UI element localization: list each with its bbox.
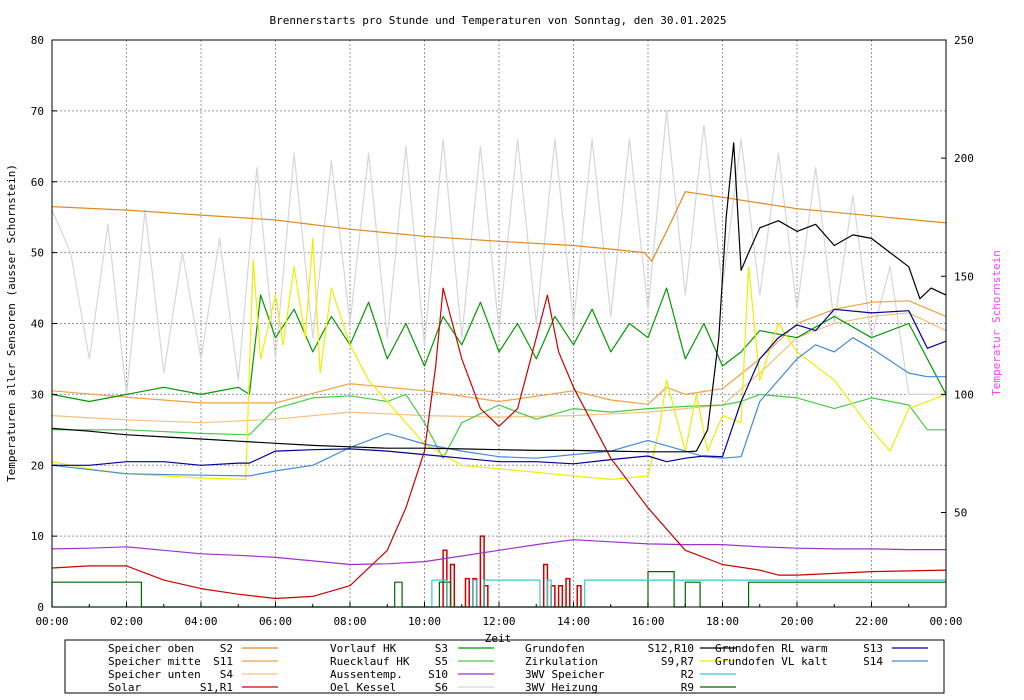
x-tick-label: 16:00 — [631, 615, 664, 628]
x-tick-label: 10:00 — [408, 615, 441, 628]
legend-label: Speicher unten — [108, 668, 201, 681]
x-tick-label: 22:00 — [855, 615, 888, 628]
series-line-oel-kessel — [51, 110, 946, 395]
legend-sensor: S6 — [435, 681, 448, 694]
legend-sensor: S5 — [435, 655, 448, 668]
burner-start-bar — [479, 535, 485, 607]
legend-sensor: S4 — [220, 668, 234, 681]
burner-start-bar — [557, 584, 564, 607]
series-line-grundofen-vl-kalt — [51, 337, 946, 477]
y2-axis-title: Temperatur Schornstein — [990, 250, 1003, 396]
legend-sensor: S10 — [428, 668, 448, 681]
legend-label: 3WV Heizung — [525, 681, 598, 694]
legend-label: Speicher oben — [108, 642, 194, 655]
burner-start-bar — [442, 549, 448, 607]
series-line-solar — [51, 287, 947, 600]
y2-tick-label: 100 — [954, 388, 974, 401]
legend-sensor: S14 — [863, 655, 883, 668]
y2-tick-label: 250 — [954, 34, 974, 47]
y-tick-label: 80 — [31, 34, 44, 47]
series-line-vorlauf-hk — [51, 287, 947, 403]
chart-title: Brennerstarts pro Stunde und Temperature… — [270, 14, 727, 27]
series-line-speicher-unten — [51, 312, 947, 424]
axis-ticks: 00:00 02:00 04:00 06:00 08:00 10:00 12:00 14:00… — [31, 34, 974, 628]
legend-label: Aussentemp. — [330, 668, 403, 681]
legend-label: Grundofen VL kalt — [715, 655, 828, 668]
y-tick-label: 0 — [37, 601, 44, 614]
y-tick-label: 10 — [31, 530, 44, 543]
y-tick-label: 40 — [31, 318, 44, 331]
legend-box — [64, 639, 945, 694]
series-line-grundofen — [51, 142, 947, 453]
y2-tick-label: 50 — [954, 507, 967, 520]
legend-sensor: S9,R7 — [661, 655, 694, 668]
series-line-speicher-oben — [51, 191, 947, 262]
legend-sensor: S13 — [863, 642, 883, 655]
y-tick-label: 30 — [31, 388, 44, 401]
x-tick-label: 00:00 — [35, 615, 68, 628]
series-line-aussentemp — [51, 539, 946, 566]
burner-start-bar — [464, 577, 470, 607]
x-tick-label: 00:00 — [929, 615, 962, 628]
burner-start-bar — [576, 584, 582, 607]
x-tick-label: 04:00 — [184, 615, 217, 628]
legend: Speicher oben S2 Speicher mitte S11 Speicher… — [108, 642, 928, 694]
legend-sensor: S2 — [220, 642, 233, 655]
legend-sensor: S1,R1 — [200, 681, 233, 694]
series-line-grundofen-rl-warm — [52, 308, 947, 466]
y-tick-label: 60 — [31, 176, 44, 189]
legend-sensor: R9 — [681, 681, 694, 694]
series-line-3wv-speicher — [52, 579, 946, 608]
legend-sensor: S3 — [435, 642, 448, 655]
series-line-ruecklauf-hk — [52, 393, 946, 459]
x-tick-label: 06:00 — [259, 615, 292, 628]
series-line-zirkulation — [51, 237, 947, 480]
x-tick-label: 08:00 — [333, 615, 366, 628]
legend-sensor: S11 — [213, 655, 233, 668]
x-tick-label: 02:00 — [110, 615, 143, 628]
series-layer — [51, 110, 947, 608]
legend-label: Ruecklauf HK — [330, 655, 410, 668]
y-tick-label: 20 — [31, 459, 44, 472]
legend-sensor: R2 — [681, 668, 694, 681]
y2-tick-label: 200 — [954, 152, 974, 165]
legend-label: Speicher mitte — [108, 655, 201, 668]
y-tick-label: 50 — [31, 247, 44, 260]
burner-start-bar — [565, 577, 571, 607]
y2-tick-label: 150 — [954, 270, 974, 283]
x-axis-title: Zeit — [485, 632, 512, 645]
legend-label: Solar — [108, 681, 141, 694]
legend-label: Zirkulation — [525, 655, 598, 668]
x-tick-label: 12:00 — [482, 615, 515, 628]
legend-sensor: S12,R10 — [648, 642, 694, 655]
y-axis-title: Temperaturen aller Sensoren (ausser Scho… — [5, 164, 18, 482]
legend-label: Oel Kessel — [330, 681, 396, 694]
x-tick-label: 18:00 — [706, 615, 739, 628]
x-tick-label: 14:00 — [557, 615, 590, 628]
y-tick-label: 70 — [31, 105, 44, 118]
legend-label: 3WV Speicher — [525, 668, 605, 681]
x-tick-label: 20:00 — [780, 615, 813, 628]
legend-label: Grundofen RL warm — [715, 642, 828, 655]
legend-label: Grundofen — [525, 642, 585, 655]
legend-label: Vorlauf HK — [330, 642, 397, 655]
